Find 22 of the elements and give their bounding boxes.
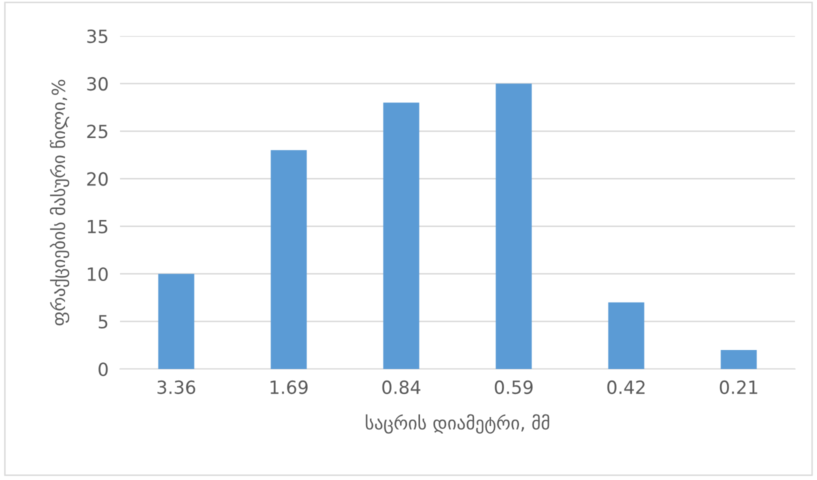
bar: [720, 350, 757, 369]
bar: [608, 302, 644, 369]
bar: [496, 84, 532, 369]
y-tick-label: 10: [88, 267, 108, 281]
bar: [158, 274, 194, 369]
y-tick-label: 5: [98, 315, 108, 329]
bar: [270, 150, 307, 369]
x-axis-title: საცრის დიამეტრი, მმ: [366, 414, 550, 434]
y-tick-label: 20: [87, 172, 108, 186]
bar: [383, 102, 420, 369]
x-tick-label: 0.84: [382, 380, 420, 394]
y-tick-label: 15: [88, 220, 108, 234]
x-tick-label: 3.36: [158, 380, 196, 394]
x-tick-label: 0.42: [607, 380, 645, 394]
y-tick-label: 30: [87, 77, 108, 91]
y-axis-title: ფრაქციების მასური წილი,%: [50, 80, 70, 326]
y-tick-label: 35: [87, 29, 108, 44]
x-tick-label: 0.21: [720, 380, 758, 394]
y-tick-label: 25: [87, 124, 108, 138]
x-tick-label: 0.59: [494, 380, 533, 394]
y-tick-label: 0: [98, 362, 108, 376]
x-tick-label: 1.69: [270, 380, 308, 394]
